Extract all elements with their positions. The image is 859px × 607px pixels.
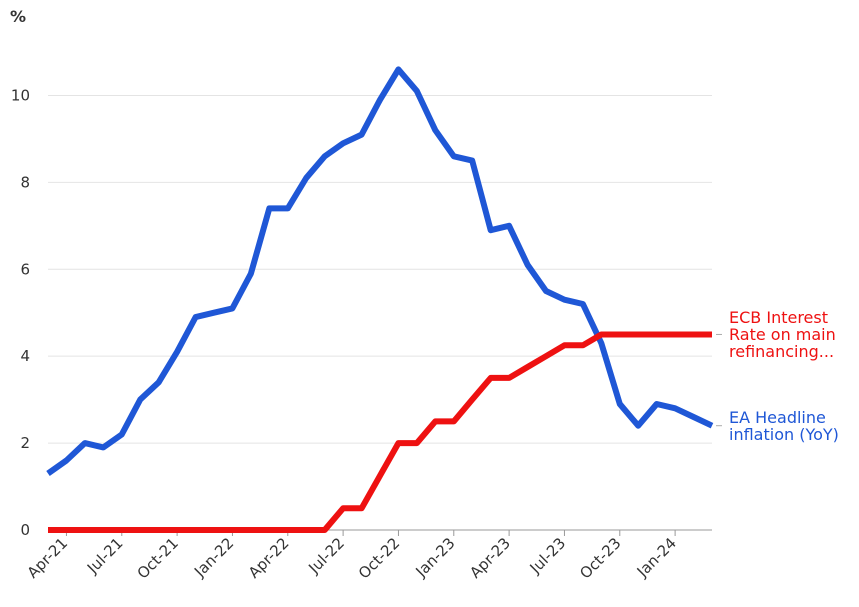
y-tick-label: 8 (20, 173, 30, 191)
y-tick-label: 4 (20, 347, 30, 365)
x-tick-label: Apr-23 (466, 534, 514, 582)
x-tick-label: Jul-23 (526, 534, 570, 578)
x-tick-label: Apr-22 (245, 534, 293, 582)
x-tick-label: Jan-22 (190, 534, 237, 581)
y-tick-label: 6 (20, 260, 30, 278)
x-tick-label: Oct-22 (355, 534, 403, 582)
y-tick-label: 2 (20, 434, 30, 452)
y-tick-label: 0 (20, 521, 30, 539)
x-tick-label: Apr-21 (24, 534, 72, 582)
legend-label: EA Headline inflation (YoY) (729, 407, 839, 444)
x-tick-label: Jul-21 (83, 534, 127, 578)
series-line (46, 66, 714, 476)
series-line (48, 331, 712, 533)
x-tick-label: Jan-24 (633, 534, 680, 581)
x-tick-label: Oct-21 (134, 534, 182, 582)
y-tick-label: 10 (11, 86, 30, 104)
x-tick-label: Oct-23 (576, 534, 624, 582)
legend-label: ECB Interest Rate on main refinancing... (729, 307, 836, 361)
y-axis-label: % (10, 7, 26, 26)
x-tick-label: Jan-23 (411, 534, 458, 581)
x-tick-label: Jul-22 (304, 534, 348, 578)
